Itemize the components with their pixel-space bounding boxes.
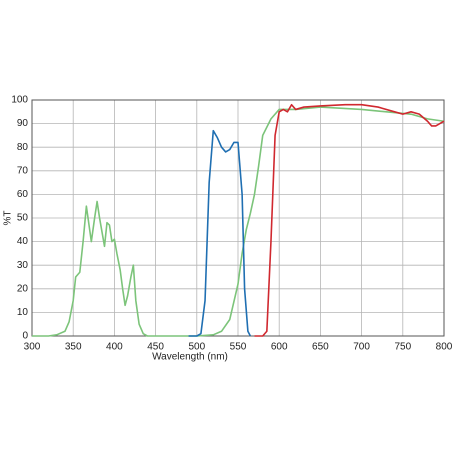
y-tick-label: 50 xyxy=(17,213,29,224)
series-line xyxy=(32,106,445,337)
plot-frame xyxy=(31,99,445,337)
y-tick-label: 40 xyxy=(17,236,29,247)
x-tick-label: 400 xyxy=(106,342,123,353)
x-tick-label: 800 xyxy=(436,342,453,353)
x-tick-label: 750 xyxy=(394,342,411,353)
y-tick-label: 90 xyxy=(17,118,29,129)
y-tick-label: 80 xyxy=(17,142,29,153)
y-axis-label: %T xyxy=(3,211,14,226)
x-tick-label: 600 xyxy=(271,342,288,353)
x-axis-label: Wavelength (nm) xyxy=(152,352,228,363)
x-tick-label: 300 xyxy=(24,342,41,353)
x-tick-label: 650 xyxy=(312,342,329,353)
x-tick-label: 700 xyxy=(353,342,370,353)
x-tick-label: 500 xyxy=(188,342,205,353)
y-tick-label: 30 xyxy=(17,260,29,271)
y-tick-label: 70 xyxy=(17,165,29,176)
series-line xyxy=(188,129,252,337)
x-tick-label: 450 xyxy=(147,342,164,353)
y-tick-label: 60 xyxy=(17,189,29,200)
y-tick-label: 100 xyxy=(11,95,28,106)
y-tick-label: 0 xyxy=(22,331,28,342)
x-tick-label: 350 xyxy=(65,342,82,353)
series-line xyxy=(254,103,445,337)
x-tick-label: 550 xyxy=(230,342,247,353)
y-tick-label: 20 xyxy=(17,283,29,294)
y-tick-label: 10 xyxy=(17,307,29,318)
